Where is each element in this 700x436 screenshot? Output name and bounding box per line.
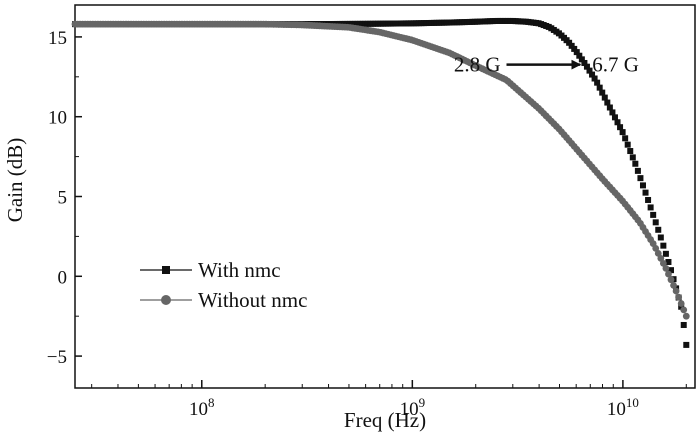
data-point	[680, 321, 687, 328]
x-tick-label: 109	[400, 395, 426, 420]
data-point	[609, 109, 616, 116]
data-point	[566, 39, 573, 46]
data-point	[683, 341, 690, 348]
data-point	[614, 119, 621, 126]
data-point	[647, 204, 654, 211]
data-point	[604, 99, 611, 106]
data-point	[657, 234, 664, 241]
data-point	[576, 52, 583, 59]
data-point	[622, 135, 629, 142]
data-point	[578, 56, 585, 63]
data-point	[665, 258, 672, 265]
data-point	[599, 89, 606, 96]
data-point	[652, 244, 660, 252]
data-point	[601, 94, 608, 101]
data-point	[642, 189, 649, 196]
data-point	[680, 306, 688, 314]
data-point	[670, 281, 677, 289]
data-point	[660, 242, 667, 249]
data-point	[682, 312, 690, 320]
data-point	[634, 167, 641, 174]
data-point	[586, 67, 593, 74]
data-point	[650, 211, 657, 218]
x-tick-label: 108	[189, 395, 215, 420]
y-tick-label: 15	[48, 28, 67, 49]
y-tick-label: 5	[58, 188, 68, 209]
x-tick-label: 1010	[607, 395, 639, 420]
y-axis-title: Gain (dB)	[3, 138, 27, 223]
legend-marker-square	[162, 266, 170, 274]
legend-label-without-nmc: Without nmc	[198, 288, 307, 312]
data-point	[594, 79, 601, 86]
data-point	[652, 219, 659, 226]
series-without-nmc	[71, 20, 690, 320]
annotation-label-6-7g: 6.7 G	[592, 53, 639, 77]
data-point	[568, 42, 575, 49]
data-point	[675, 293, 683, 301]
data-point	[662, 250, 669, 257]
data-point	[573, 49, 580, 56]
data-point	[662, 264, 670, 272]
data-point	[668, 267, 675, 274]
data-point	[589, 71, 596, 78]
data-point	[665, 270, 672, 278]
data-point	[639, 182, 646, 189]
legend: With nmc Without nmc	[140, 258, 307, 312]
data-point	[657, 254, 665, 262]
data-point	[627, 148, 634, 155]
data-point	[654, 249, 662, 257]
data-point	[637, 175, 644, 182]
data-point	[619, 129, 626, 136]
legend-entry-without-nmc: Without nmc	[140, 288, 307, 312]
x-axis-title: Freq (Hz)	[344, 408, 426, 432]
frequency-shift-annotation: 2.8 G 6.7 G	[454, 53, 639, 77]
y-axis: 15 10 5 0 −5	[47, 28, 82, 368]
annotation-label-2-8g: 2.8 G	[454, 53, 501, 77]
data-point	[606, 104, 613, 111]
data-point	[581, 59, 588, 66]
data-point	[571, 45, 578, 52]
data-point	[659, 259, 667, 267]
data-point	[672, 287, 680, 295]
data-point	[632, 160, 639, 167]
x-axis: 108 109 1010	[91, 380, 687, 420]
data-point	[629, 154, 636, 161]
y-tick-label: 10	[48, 108, 67, 129]
y-tick-label: −5	[47, 347, 67, 368]
data-point	[655, 226, 662, 233]
data-point	[617, 124, 624, 131]
data-point	[583, 63, 590, 70]
legend-label-with-nmc: With nmc	[198, 258, 281, 282]
y-tick-label: 0	[58, 267, 68, 288]
data-point	[667, 276, 675, 284]
legend-entry-with-nmc: With nmc	[140, 258, 281, 282]
data-point	[645, 196, 652, 203]
legend-marker-circle	[161, 295, 171, 305]
data-point	[591, 75, 598, 82]
data-point	[624, 141, 631, 148]
series-layer	[71, 17, 690, 348]
data-point	[611, 114, 618, 121]
data-point	[677, 300, 685, 307]
data-point	[596, 84, 603, 91]
